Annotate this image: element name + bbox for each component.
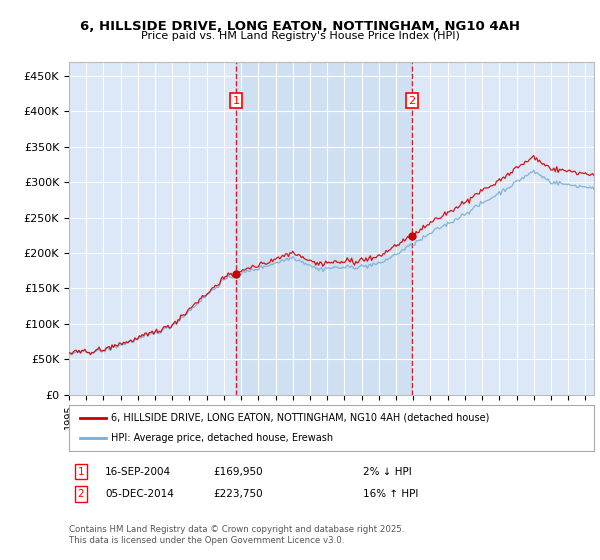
Text: Contains HM Land Registry data © Crown copyright and database right 2025.
This d: Contains HM Land Registry data © Crown c…	[69, 525, 404, 545]
Text: 1: 1	[77, 466, 85, 477]
Text: 2: 2	[409, 96, 415, 106]
Text: 16% ↑ HPI: 16% ↑ HPI	[363, 489, 418, 499]
Text: £223,750: £223,750	[213, 489, 263, 499]
Text: 2: 2	[77, 489, 85, 499]
Text: 05-DEC-2014: 05-DEC-2014	[105, 489, 174, 499]
Text: HPI: Average price, detached house, Erewash: HPI: Average price, detached house, Erew…	[111, 433, 333, 443]
Text: 2% ↓ HPI: 2% ↓ HPI	[363, 466, 412, 477]
Text: 1: 1	[233, 96, 239, 106]
Text: 6, HILLSIDE DRIVE, LONG EATON, NOTTINGHAM, NG10 4AH: 6, HILLSIDE DRIVE, LONG EATON, NOTTINGHA…	[80, 20, 520, 32]
Text: 16-SEP-2004: 16-SEP-2004	[105, 466, 171, 477]
Text: £169,950: £169,950	[213, 466, 263, 477]
Bar	[236, 62, 412, 395]
Text: 6, HILLSIDE DRIVE, LONG EATON, NOTTINGHAM, NG10 4AH (detached house): 6, HILLSIDE DRIVE, LONG EATON, NOTTINGHA…	[111, 413, 490, 423]
Text: Price paid vs. HM Land Registry's House Price Index (HPI): Price paid vs. HM Land Registry's House …	[140, 31, 460, 41]
